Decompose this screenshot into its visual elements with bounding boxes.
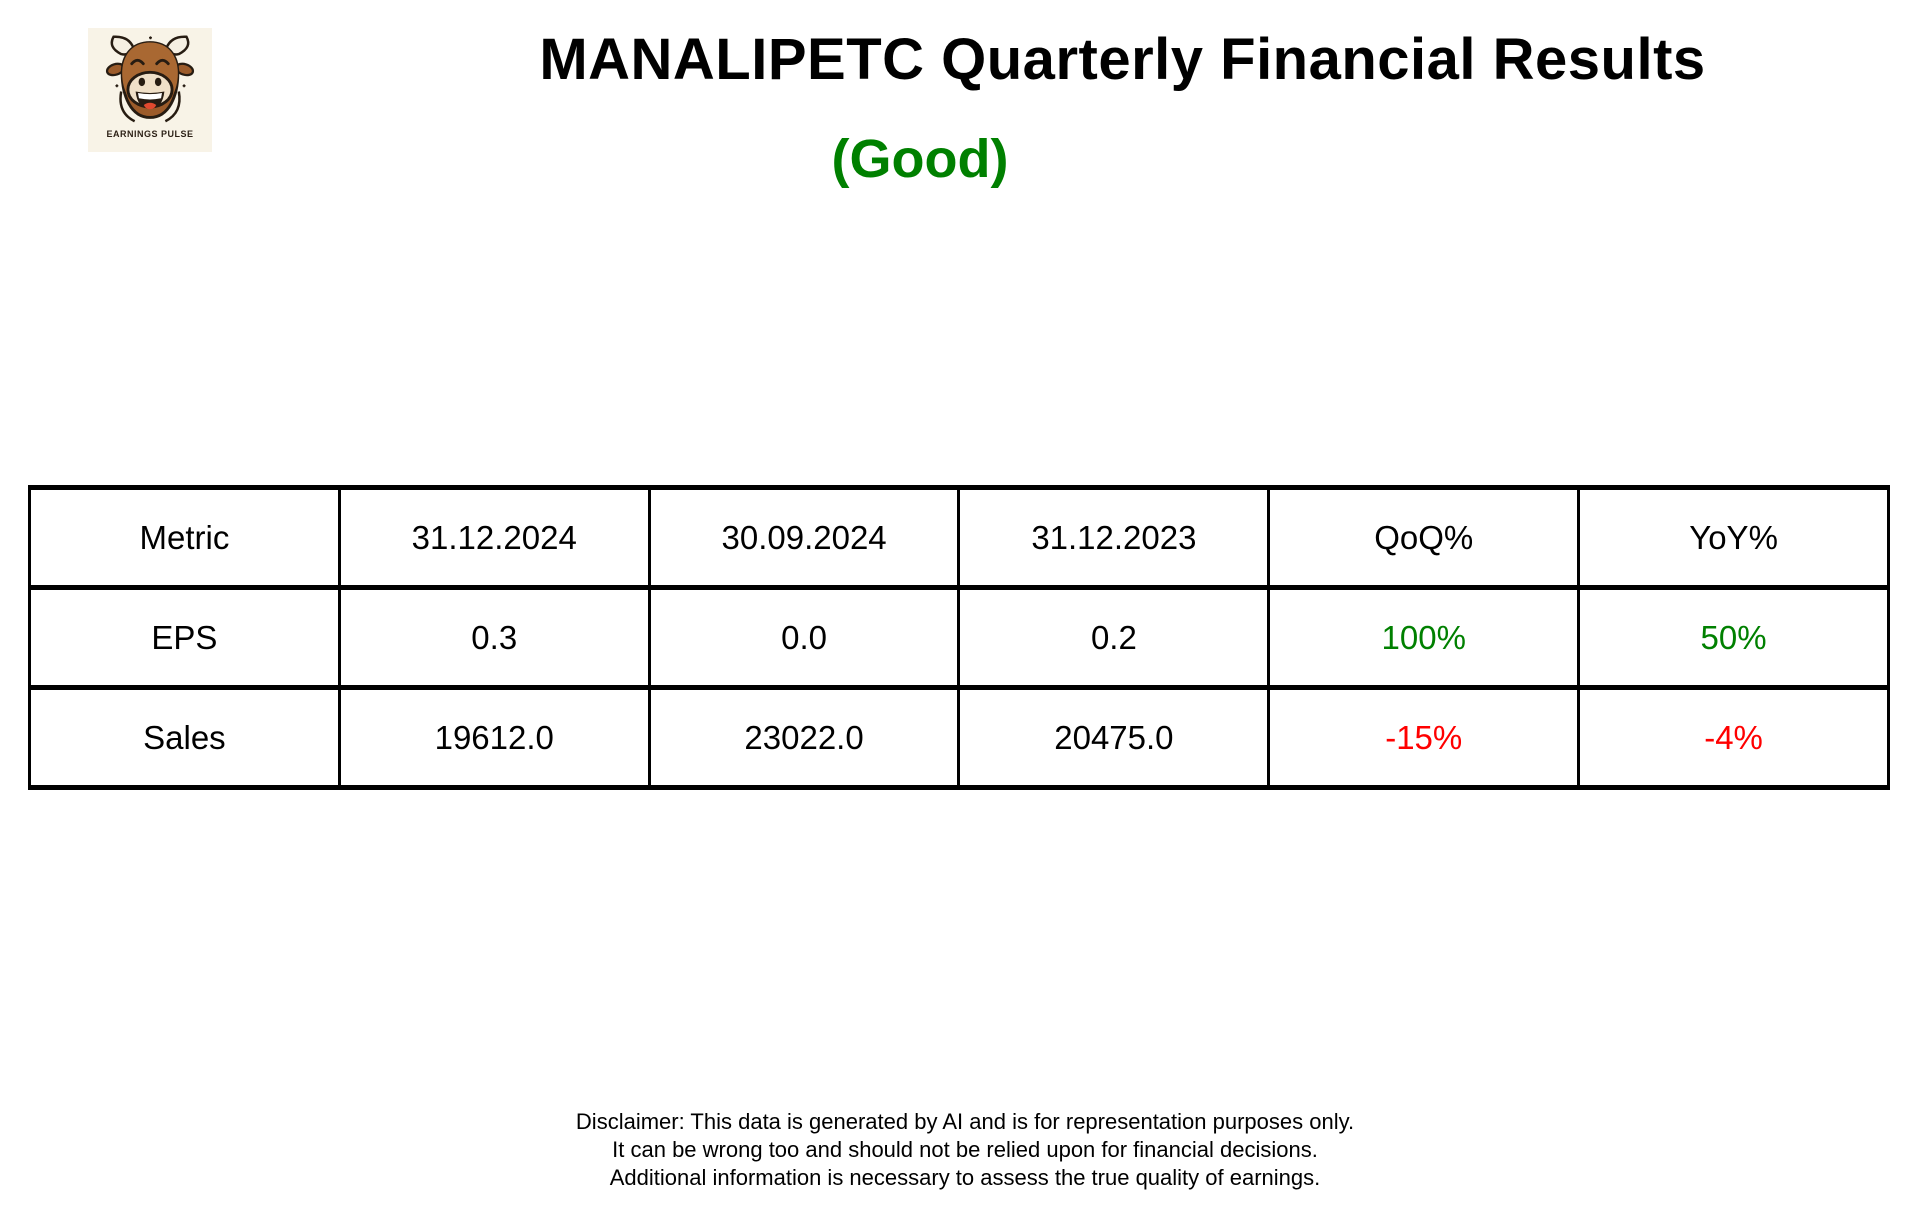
sales-qoq-change: -15% (1267, 685, 1581, 790)
eps-metric-label: EPS (28, 585, 341, 690)
eps-value-previous: 0.0 (647, 585, 961, 690)
column-header-q-current: 31.12.2024 (337, 485, 651, 590)
eps-qoq-change: 100% (1267, 585, 1581, 690)
disclaimer-text: Disclaimer: This data is generated by AI… (365, 1108, 1565, 1192)
sales-metric-label: Sales (28, 685, 341, 790)
eps-value-yearago: 0.2 (957, 585, 1271, 690)
column-header-metric: Metric (28, 485, 341, 590)
eps-value-current: 0.3 (337, 585, 651, 690)
quarterly-results-table: Metric 31.12.2024 30.09.2024 31.12.2023 … (28, 485, 1890, 790)
column-header-q-yearago: 31.12.2023 (957, 485, 1271, 590)
table-header-row: Metric 31.12.2024 30.09.2024 31.12.2023 … (28, 485, 1890, 590)
page-title: MANALIPETC Quarterly Financial Results (539, 27, 1706, 92)
column-header-qoq: QoQ% (1267, 485, 1581, 590)
earnings-pulse-logo: EARNINGS PULSE (88, 28, 212, 152)
disclaimer-line-1: Disclaimer: This data is generated by AI… (575, 1109, 1355, 1134)
logo-brand-text: EARNINGS PULSE (106, 129, 194, 139)
sales-yoy-change: -4% (1577, 685, 1890, 790)
column-header-q-previous: 30.09.2024 (647, 485, 961, 590)
eps-yoy-change: 50% (1577, 585, 1890, 690)
disclaimer-line-3: Additional information is necessary to a… (609, 1165, 1321, 1190)
sales-value-current: 19612.0 (337, 685, 651, 790)
bull-mascot-icon (105, 35, 195, 123)
table-row-sales: Sales 19612.0 23022.0 20475.0 -15% -4% (28, 685, 1890, 790)
column-header-yoy: YoY% (1577, 485, 1890, 590)
table-row-eps: EPS 0.3 0.0 0.2 100% 50% (28, 585, 1890, 690)
sales-value-previous: 23022.0 (647, 685, 961, 790)
disclaimer-line-2: It can be wrong too and should not be re… (612, 1137, 1318, 1162)
sales-value-yearago: 20475.0 (957, 685, 1271, 790)
verdict-label: (Good) (831, 129, 1009, 189)
